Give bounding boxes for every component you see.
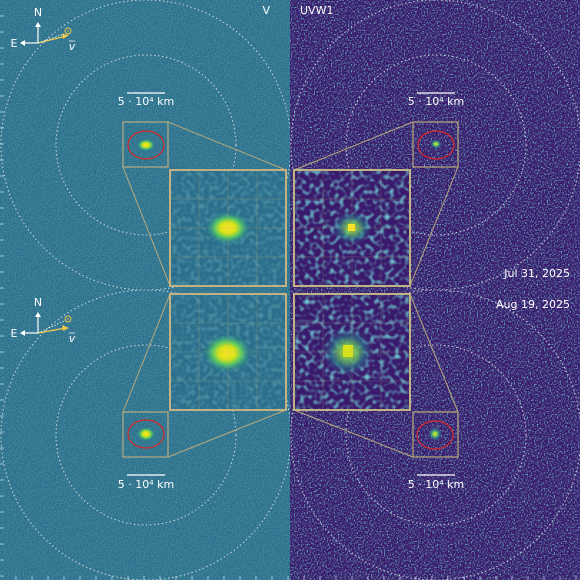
- east-label: E: [11, 37, 18, 50]
- rings: [0, 0, 290, 290]
- ring: [345, 344, 527, 526]
- zoom-frame: [169, 293, 287, 411]
- connector: [293, 409, 414, 458]
- comet: [203, 334, 251, 372]
- scale-label: 5 · 10⁴ km: [118, 478, 174, 491]
- connector: [409, 166, 459, 287]
- comet: [430, 139, 442, 149]
- compass: N E v: [11, 296, 76, 345]
- rings: [290, 290, 580, 580]
- velocity-arrow: [37, 35, 67, 44]
- arrowhead: [20, 330, 25, 336]
- aperture: [417, 130, 455, 160]
- scale-label: 5 · 10⁴ km: [118, 95, 174, 108]
- zoom-uv-top: [294, 170, 410, 286]
- ring: [55, 54, 237, 236]
- north-label: N: [34, 296, 42, 309]
- aperture: [416, 420, 454, 450]
- comet: [428, 427, 442, 441]
- zoom-frame: [169, 169, 287, 287]
- ring: [345, 54, 527, 236]
- scale-label: 5 · 10⁴ km: [408, 95, 464, 108]
- epoch-label: Aug 19, 2025: [496, 298, 570, 311]
- sun-symbol-dot: [67, 318, 69, 320]
- zoom-uv-bottom: [294, 294, 410, 410]
- connector: [167, 409, 287, 458]
- rings: [0, 290, 290, 580]
- east-label: E: [11, 327, 18, 340]
- zoom-v-bottom: [170, 294, 286, 410]
- velocity-label: v: [69, 40, 76, 53]
- aperture: [127, 130, 165, 160]
- velocity-label: v: [69, 332, 76, 345]
- velocity-arrow: [37, 327, 67, 334]
- zoom-frame: [293, 293, 411, 411]
- ring: [55, 344, 237, 526]
- arrowhead: [62, 34, 69, 39]
- filter-label: UVW1: [300, 4, 333, 17]
- connector: [167, 121, 287, 171]
- filter-label: V: [262, 4, 270, 17]
- scale-label: 5 · 10⁴ km: [408, 478, 464, 491]
- sun-symbol: [64, 27, 72, 35]
- comet-core: [348, 224, 355, 231]
- inset-frame: [412, 411, 459, 458]
- connector: [293, 121, 414, 171]
- connector: [409, 293, 459, 413]
- comet: [137, 139, 155, 151]
- zoom-grids: [170, 170, 410, 410]
- comet-core: [343, 345, 353, 357]
- zoom-frame: [293, 169, 411, 287]
- sun-symbol-dot: [67, 30, 69, 32]
- north-label: N: [34, 6, 42, 19]
- arrowhead: [35, 312, 41, 317]
- arrowhead: [62, 325, 69, 331]
- inset-frame: [122, 411, 169, 458]
- arrowhead: [20, 40, 25, 46]
- zoom-v-top: [170, 170, 286, 286]
- rings: [290, 0, 580, 290]
- edge-ticks: [0, 15, 577, 580]
- sun-symbol: [64, 315, 72, 323]
- compass: N E v: [11, 6, 76, 53]
- connector: [122, 293, 171, 413]
- inset-frame: [122, 121, 169, 168]
- inset-frame: [412, 121, 459, 168]
- aperture: [127, 419, 165, 449]
- comet: [137, 427, 155, 441]
- epoch-label: Jul 31, 2025: [503, 267, 570, 280]
- connector: [122, 166, 171, 287]
- comet: [206, 212, 250, 244]
- arrowhead: [35, 22, 41, 27]
